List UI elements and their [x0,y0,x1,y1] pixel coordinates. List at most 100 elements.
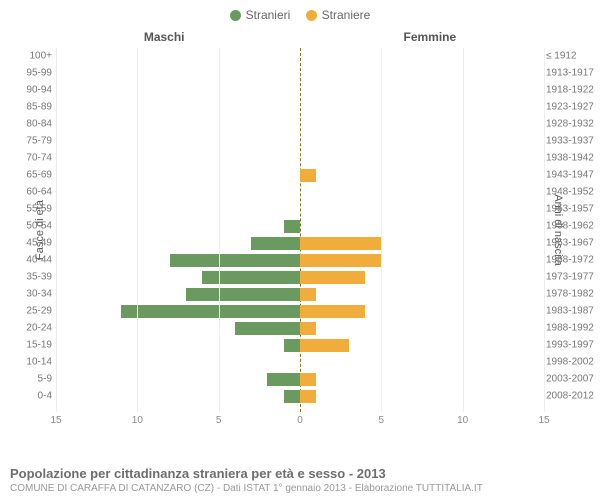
age-label: 5-9 [16,374,52,385]
age-label: 15-19 [16,340,52,351]
male-bar [186,288,300,301]
age-label: 40-44 [16,255,52,266]
birth-year-label: 1963-1967 [546,238,598,249]
female-bar [300,288,316,301]
age-row: 85-891923-1927 [56,99,544,116]
age-label: 100+ [16,51,52,62]
birth-year-label: 1923-1927 [546,102,598,113]
gridline [544,48,545,412]
legend-label-male: Stranieri [246,8,291,22]
age-row: 60-641948-1952 [56,184,544,201]
gridline [219,48,220,412]
female-bar [300,373,316,386]
male-bar [170,254,300,267]
age-row: 0-42008-2012 [56,388,544,405]
female-bar [300,271,365,284]
male-bar [251,237,300,250]
gridline [137,48,138,412]
age-label: 10-14 [16,357,52,368]
age-row: 95-991913-1917 [56,65,544,82]
legend-item-female: Straniere [306,8,371,22]
birth-year-label: 2008-2012 [546,391,598,402]
age-label: 95-99 [16,68,52,79]
chart-title: Popolazione per cittadinanza straniera p… [10,466,590,481]
x-tick-label: 10 [457,415,468,426]
birth-year-label: ≤ 1912 [546,51,598,62]
legend-swatch-male [230,10,241,21]
age-label: 90-94 [16,85,52,96]
female-bar [300,237,381,250]
legend-label-female: Straniere [322,8,371,22]
age-row: 30-341978-1982 [56,286,544,303]
age-label: 80-84 [16,119,52,130]
female-bar [300,305,365,318]
male-bar [235,322,300,335]
age-label: 65-69 [16,170,52,181]
age-row: 70-741938-1942 [56,150,544,167]
birth-year-label: 1973-1977 [546,272,598,283]
female-bar [300,169,316,182]
age-row: 100+≤ 1912 [56,48,544,65]
gridline [463,48,464,412]
age-row: 25-291983-1987 [56,303,544,320]
female-bar [300,339,349,352]
birth-year-label: 1913-1917 [546,68,598,79]
age-row: 75-791933-1937 [56,133,544,150]
legend-swatch-female [306,10,317,21]
age-label: 55-59 [16,204,52,215]
plot-area: 100+≤ 191295-991913-191790-941918-192285… [56,48,544,412]
x-tick-label: 15 [538,415,549,426]
gridline [56,48,57,412]
birth-year-label: 1998-2002 [546,357,598,368]
age-row: 45-491963-1967 [56,235,544,252]
age-row: 55-591953-1957 [56,201,544,218]
male-bar [202,271,300,284]
age-row: 15-191993-1997 [56,337,544,354]
age-label: 0-4 [16,391,52,402]
gridline [381,48,382,412]
x-tick-label: 5 [216,415,222,426]
age-row: 10-141998-2002 [56,354,544,371]
male-bar [267,373,300,386]
female-bar [300,390,316,403]
age-row: 50-541958-1962 [56,218,544,235]
age-row: 20-241988-1992 [56,320,544,337]
age-label: 70-74 [16,153,52,164]
age-row: 40-441968-1972 [56,252,544,269]
male-bar [284,339,300,352]
age-row: 35-391973-1977 [56,269,544,286]
birth-year-label: 2003-2007 [546,374,598,385]
chart-footer: Popolazione per cittadinanza straniera p… [10,466,590,494]
birth-year-label: 1988-1992 [546,323,598,334]
birth-year-label: 1993-1997 [546,340,598,351]
male-bar [121,305,300,318]
age-label: 20-24 [16,323,52,334]
birth-year-label: 1978-1982 [546,289,598,300]
age-label: 75-79 [16,136,52,147]
age-row: 80-841928-1932 [56,116,544,133]
age-label: 45-49 [16,238,52,249]
birth-year-label: 1933-1937 [546,136,598,147]
age-label: 35-39 [16,272,52,283]
age-label: 50-54 [16,221,52,232]
birth-year-label: 1948-1952 [546,187,598,198]
birth-year-label: 1918-1922 [546,85,598,96]
birth-year-label: 1928-1932 [546,119,598,130]
x-tick-label: 0 [297,415,303,426]
column-title-male: Maschi [144,30,185,44]
legend: Stranieri Straniere [0,0,600,24]
female-bar [300,254,381,267]
female-bar [300,322,316,335]
birth-year-label: 1968-1972 [546,255,598,266]
age-label: 60-64 [16,187,52,198]
age-row: 90-941918-1922 [56,82,544,99]
age-row: 5-92003-2007 [56,371,544,388]
legend-item-male: Stranieri [230,8,291,22]
birth-year-label: 1983-1987 [546,306,598,317]
male-bar [284,220,300,233]
chart-subtitle: COMUNE DI CARAFFA DI CATANZARO (CZ) - Da… [10,483,590,494]
column-title-female: Femmine [403,30,456,44]
male-bar [284,390,300,403]
birth-year-label: 1958-1962 [546,221,598,232]
x-tick-label: 10 [132,415,143,426]
